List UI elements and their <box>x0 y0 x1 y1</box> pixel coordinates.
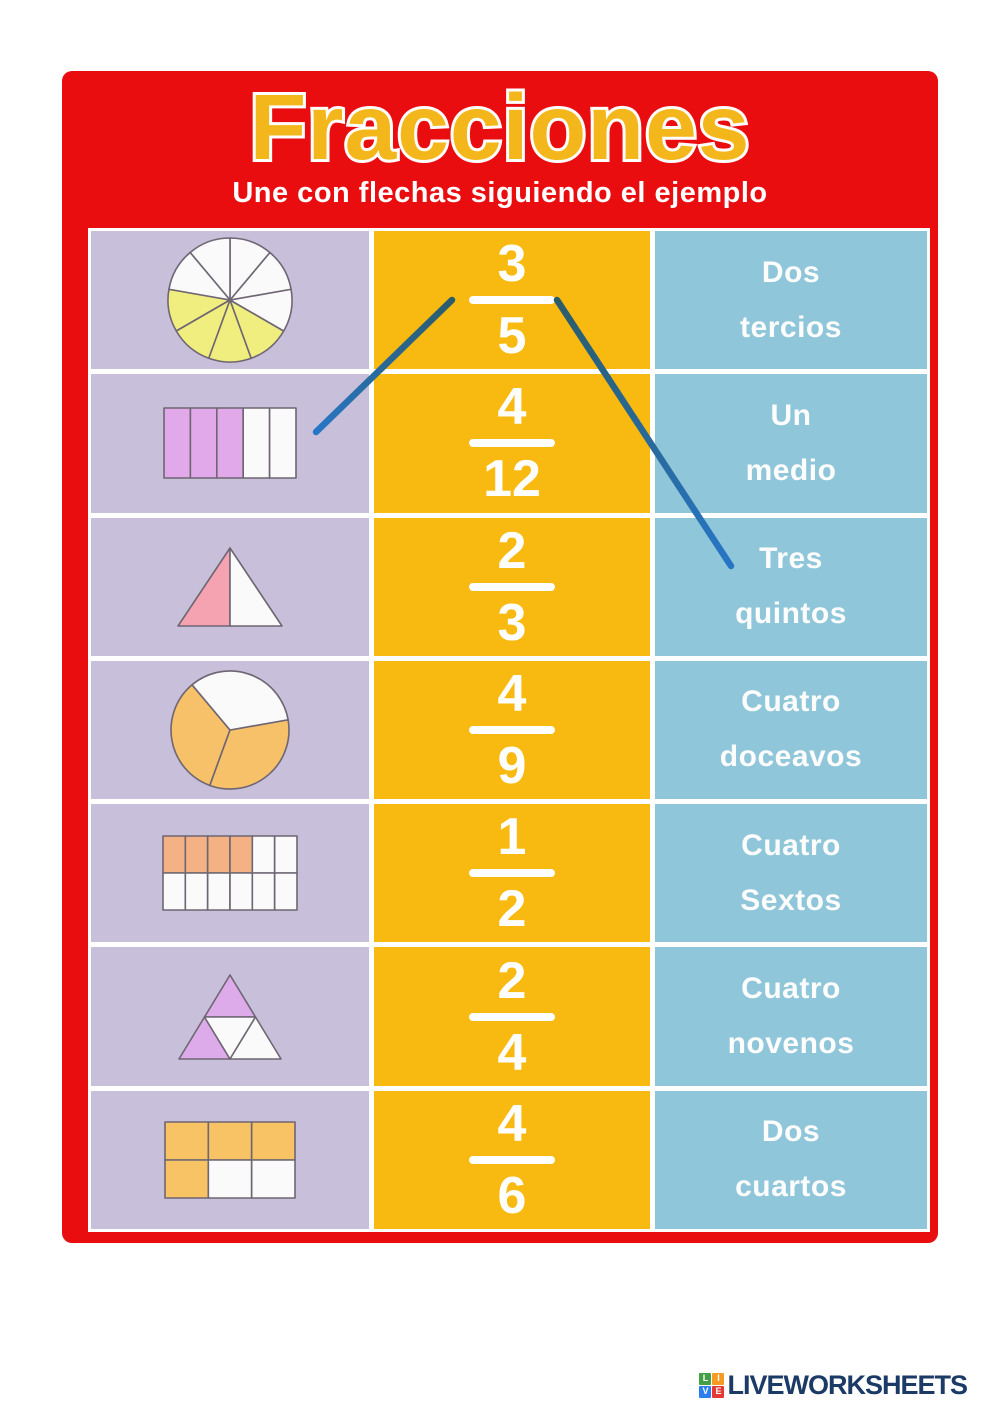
fraction-denominator: 9 <box>497 736 527 795</box>
word-line: Dos <box>761 1115 821 1149</box>
word-line: Cuatro <box>741 685 841 719</box>
shape-cell[interactable] <box>91 804 369 943</box>
word-cell[interactable]: Cuatro Sextos <box>655 804 927 943</box>
shape-tri4 <box>178 973 282 1060</box>
fraction-cell[interactable]: 4 12 <box>374 374 650 513</box>
word-line: Tres <box>759 542 823 576</box>
word-line: doceavos <box>719 740 863 774</box>
logo-square: V <box>699 1385 712 1398</box>
fraction-denominator: 12 <box>483 450 541 509</box>
logo-square: I <box>712 1372 725 1385</box>
fraction-denominator: 2 <box>497 880 527 939</box>
fraction-bar <box>469 1155 555 1164</box>
word-line: Cuatro <box>741 972 841 1006</box>
shape-grid <box>162 835 298 912</box>
liveworksheets-brand: LIVEWORKSHEETS <box>727 1369 968 1400</box>
word-line: Cuatro <box>741 828 841 862</box>
shape-cell[interactable] <box>91 1090 369 1229</box>
shape-grid <box>164 1121 296 1199</box>
word-cell[interactable]: Cuatro novenos <box>655 947 927 1086</box>
word-line: Un <box>770 398 812 432</box>
fraction-numerator: 2 <box>497 521 527 580</box>
fraction-numerator: 3 <box>497 235 527 294</box>
fractions-table: 3 5 Dos tercios 4 12 Un medio 2 3 Tres quintos 4 9 Cua… <box>88 228 930 1232</box>
word-line: Sextos <box>740 883 842 917</box>
fraction-denominator: 3 <box>497 593 527 652</box>
page-subtitle: Une con flechas siguiendo el ejemplo <box>232 177 768 210</box>
shape-pie <box>170 670 290 790</box>
shape-cell[interactable] <box>91 231 369 370</box>
fraction-denominator: 4 <box>497 1023 527 1082</box>
word-cell[interactable]: Dos tercios <box>655 231 927 370</box>
logo-square: L <box>699 1372 712 1385</box>
fraction-numerator: 1 <box>497 808 527 867</box>
word-cell[interactable]: Tres quintos <box>655 517 927 656</box>
fraction-bar <box>469 296 555 305</box>
word-line: Dos <box>761 255 821 289</box>
logo-square: E <box>712 1385 725 1398</box>
word-line: quintos <box>735 597 847 631</box>
shape-cell[interactable] <box>91 374 369 513</box>
fraction-numerator: 2 <box>497 951 527 1010</box>
fraction-denominator: 6 <box>497 1166 527 1225</box>
word-line: medio <box>745 453 837 487</box>
fractions-poster: Fracciones Une con flechas siguiendo el … <box>62 71 938 1243</box>
shape-cell[interactable] <box>91 947 369 1086</box>
shape-vstrips <box>163 407 297 480</box>
fraction-bar <box>469 582 555 591</box>
word-line: tercios <box>740 310 842 344</box>
fraction-numerator: 4 <box>497 1094 527 1153</box>
shape-cell[interactable] <box>91 517 369 656</box>
fraction-bar <box>469 869 555 878</box>
fraction-denominator: 5 <box>497 307 527 366</box>
word-cell[interactable]: Dos cuartos <box>655 1090 927 1229</box>
shape-pie <box>167 237 293 363</box>
fraction-numerator: 4 <box>497 378 527 437</box>
word-line: cuartos <box>735 1170 847 1204</box>
page-title: Fracciones <box>246 74 752 181</box>
word-cell[interactable]: Cuatro doceavos <box>655 660 927 800</box>
shape-cell[interactable] <box>91 660 369 800</box>
fraction-bar <box>469 725 555 734</box>
fraction-bar <box>469 1012 555 1021</box>
word-cell[interactable]: Un medio <box>655 374 927 513</box>
word-line: novenos <box>727 1027 855 1061</box>
fraction-numerator: 4 <box>497 664 527 723</box>
shape-triangle2 <box>177 546 283 627</box>
fraction-bar <box>469 439 555 448</box>
